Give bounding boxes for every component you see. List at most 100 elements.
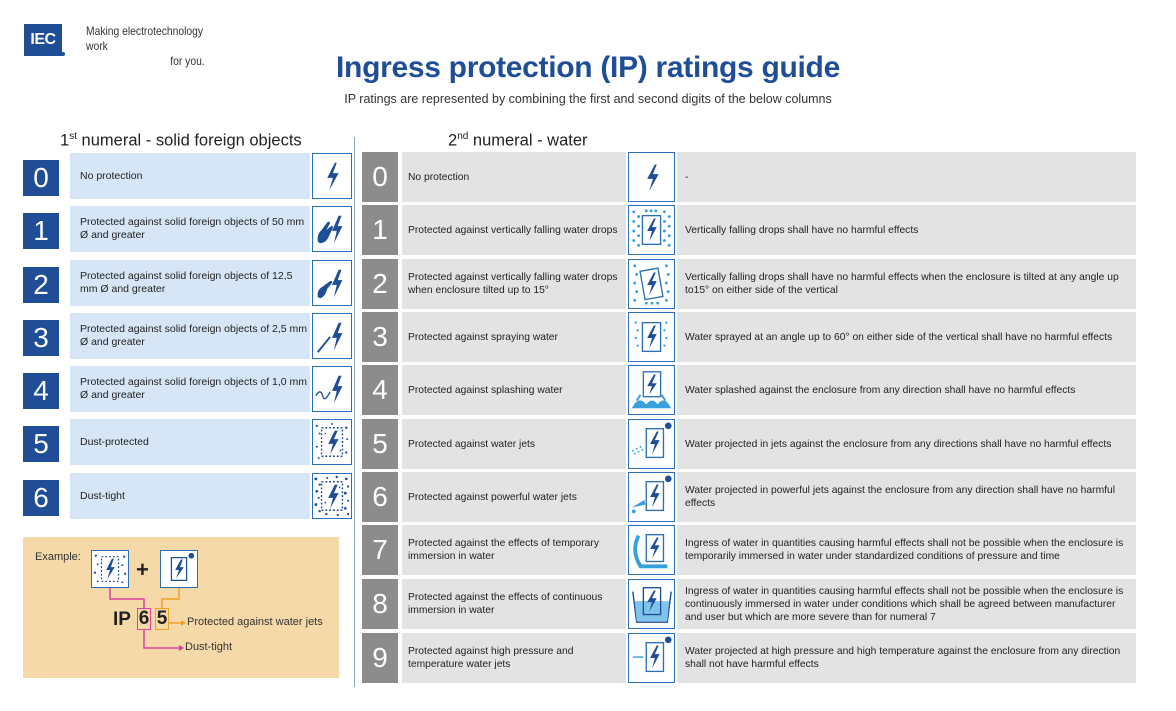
temporary-immersion-icon: [628, 525, 675, 575]
water-description: Protected against high pressure and temp…: [402, 633, 626, 683]
water-description: Protected against vertically falling wat…: [402, 259, 626, 309]
water-row-0: 0 No protection -: [362, 152, 1136, 202]
water-digit: 0: [362, 152, 398, 202]
water-row-6: 6 Protected against powerful water jets …: [362, 472, 1136, 522]
falling-drops-icon: [628, 205, 675, 255]
water-description: Protected against vertically falling wat…: [402, 205, 626, 255]
solid-description: Protected against solid foreign objects …: [70, 260, 310, 306]
solid-row-2: 2 Protected against solid foreign object…: [23, 260, 352, 306]
water-row-7: 7 Protected against the effects of tempo…: [362, 525, 1136, 575]
page-subtitle: IP ratings are represented by combining …: [344, 92, 832, 106]
dust-icon: [312, 419, 352, 465]
water-digit: 8: [362, 579, 398, 629]
solid-row-1: 1 Protected against solid foreign object…: [23, 206, 352, 252]
solid-digit: 1: [23, 213, 59, 249]
solid-row-5: 5 Dust-protected: [23, 419, 352, 465]
water-row-8: 8 Protected against the effects of conti…: [362, 579, 1136, 629]
water-digit: 4: [362, 365, 398, 415]
solid-row-0: 0 No protection: [23, 153, 352, 199]
page-title: Ingress protection (IP) ratings guide: [336, 51, 840, 84]
example-first-digit-meaning: Dust-tight: [185, 641, 233, 653]
first-numeral-title: 1st numeral - solid foreign objects: [60, 131, 302, 151]
water-digit: 1: [362, 205, 398, 255]
example-label: Example:: [35, 551, 81, 563]
water-digit: 7: [362, 525, 398, 575]
water-digit: 2: [362, 259, 398, 309]
solid-description: No protection: [70, 153, 310, 199]
water-detail: Vertically falling drops shall have no h…: [677, 259, 1136, 309]
solid-digit: 4: [23, 373, 59, 409]
water-digit: 3: [362, 312, 398, 362]
example-box: Example: + IP 6 5 Protected against wate…: [23, 537, 339, 678]
first-numeral-title-number: 1: [60, 131, 70, 150]
spray-icon: [628, 312, 675, 362]
plain-enclosure-icon: [628, 152, 675, 202]
continuous-immersion-icon: [628, 579, 675, 629]
water-row-9: 9 Protected against high pressure and te…: [362, 633, 1136, 683]
second-numeral-title-text: numeral - water: [468, 131, 588, 150]
example-second-digit: 5: [155, 608, 169, 630]
solid-digit: 6: [23, 480, 59, 516]
water-row-3: 3 Protected against spraying water Water…: [362, 312, 1136, 362]
plain-enclosure-icon: [312, 153, 352, 199]
water-detail: Water projected in jets against the encl…: [677, 419, 1136, 469]
tool-icon: [312, 313, 352, 359]
water-description: No protection: [402, 152, 626, 202]
wire-icon: [312, 366, 352, 412]
water-row-2: 2 Protected against vertically falling w…: [362, 259, 1136, 309]
hand-icon: [312, 206, 352, 252]
solid-row-6: 6 Dust-tight: [23, 473, 352, 519]
solid-row-3: 3 Protected against solid foreign object…: [23, 313, 352, 359]
water-digit: 9: [362, 633, 398, 683]
water-description: Protected against powerful water jets: [402, 472, 626, 522]
water-detail: Ingress of water in quantities causing h…: [677, 579, 1136, 629]
solid-description: Dust-tight: [70, 473, 310, 519]
second-numeral-title: 2nd numeral - water: [448, 131, 588, 151]
water-digit: 5: [362, 419, 398, 469]
column-divider: [354, 137, 355, 687]
solid-description: Dust-protected: [70, 419, 310, 465]
water-digit: 6: [362, 472, 398, 522]
example-plus: +: [136, 557, 149, 582]
solid-digit: 2: [23, 267, 59, 303]
tagline-line-2: for you.: [170, 54, 205, 68]
powerful-jet-icon: [628, 472, 675, 522]
first-numeral-title-text: numeral - solid foreign objects: [76, 131, 302, 150]
water-detail: Water sprayed at an angle up to 60° on e…: [677, 312, 1136, 362]
solid-digit: 3: [23, 320, 59, 356]
solid-digit: 5: [23, 426, 59, 462]
water-description: Protected against the effects of tempora…: [402, 525, 626, 575]
solid-row-4: 4 Protected against solid foreign object…: [23, 366, 352, 412]
water-jet-icon: [628, 419, 675, 469]
solid-digit: 0: [23, 160, 59, 196]
solid-description: Protected against solid foreign objects …: [70, 366, 310, 412]
example-first-digit: 6: [137, 608, 151, 630]
solid-description: Protected against solid foreign objects …: [70, 313, 310, 359]
water-row-5: 5 Protected against water jets Water pro…: [362, 419, 1136, 469]
example-connector-lines: [109, 588, 186, 651]
water-detail: Water splashed against the enclosure fro…: [677, 365, 1136, 415]
water-row-1: 1 Protected against vertically falling w…: [362, 205, 1136, 255]
water-detail: Water projected at high pressure and hig…: [677, 633, 1136, 683]
finger-icon: [312, 260, 352, 306]
iec-logo: IEC: [24, 24, 62, 56]
water-row-4: 4 Protected against splashing water Wate…: [362, 365, 1136, 415]
tagline: Making electrotechnology work for you.: [86, 24, 224, 69]
second-numeral-title-number: 2: [448, 131, 458, 150]
water-detail: Vertically falling drops shall have no h…: [677, 205, 1136, 255]
second-numeral-title-suffix: nd: [457, 131, 469, 142]
tilted-drops-icon: [628, 259, 675, 309]
tagline-line-1: Making electrotechnology work: [86, 24, 204, 53]
dense-dust-icon: [91, 550, 129, 588]
water-jet-icon: [160, 550, 198, 588]
water-description: Protected against spraying water: [402, 312, 626, 362]
high-pressure-jet-icon: [628, 633, 675, 683]
solid-description: Protected against solid foreign objects …: [70, 206, 310, 252]
logo-trademark-dot: [61, 52, 65, 56]
example-ip-prefix: IP: [113, 609, 131, 630]
water-description: Protected against splashing water: [402, 365, 626, 415]
water-description: Protected against water jets: [402, 419, 626, 469]
first-numeral-title-suffix: st: [69, 131, 77, 142]
water-detail: Water projected in powerful jets against…: [677, 472, 1136, 522]
example-second-digit-meaning: Protected against water jets: [187, 616, 323, 628]
